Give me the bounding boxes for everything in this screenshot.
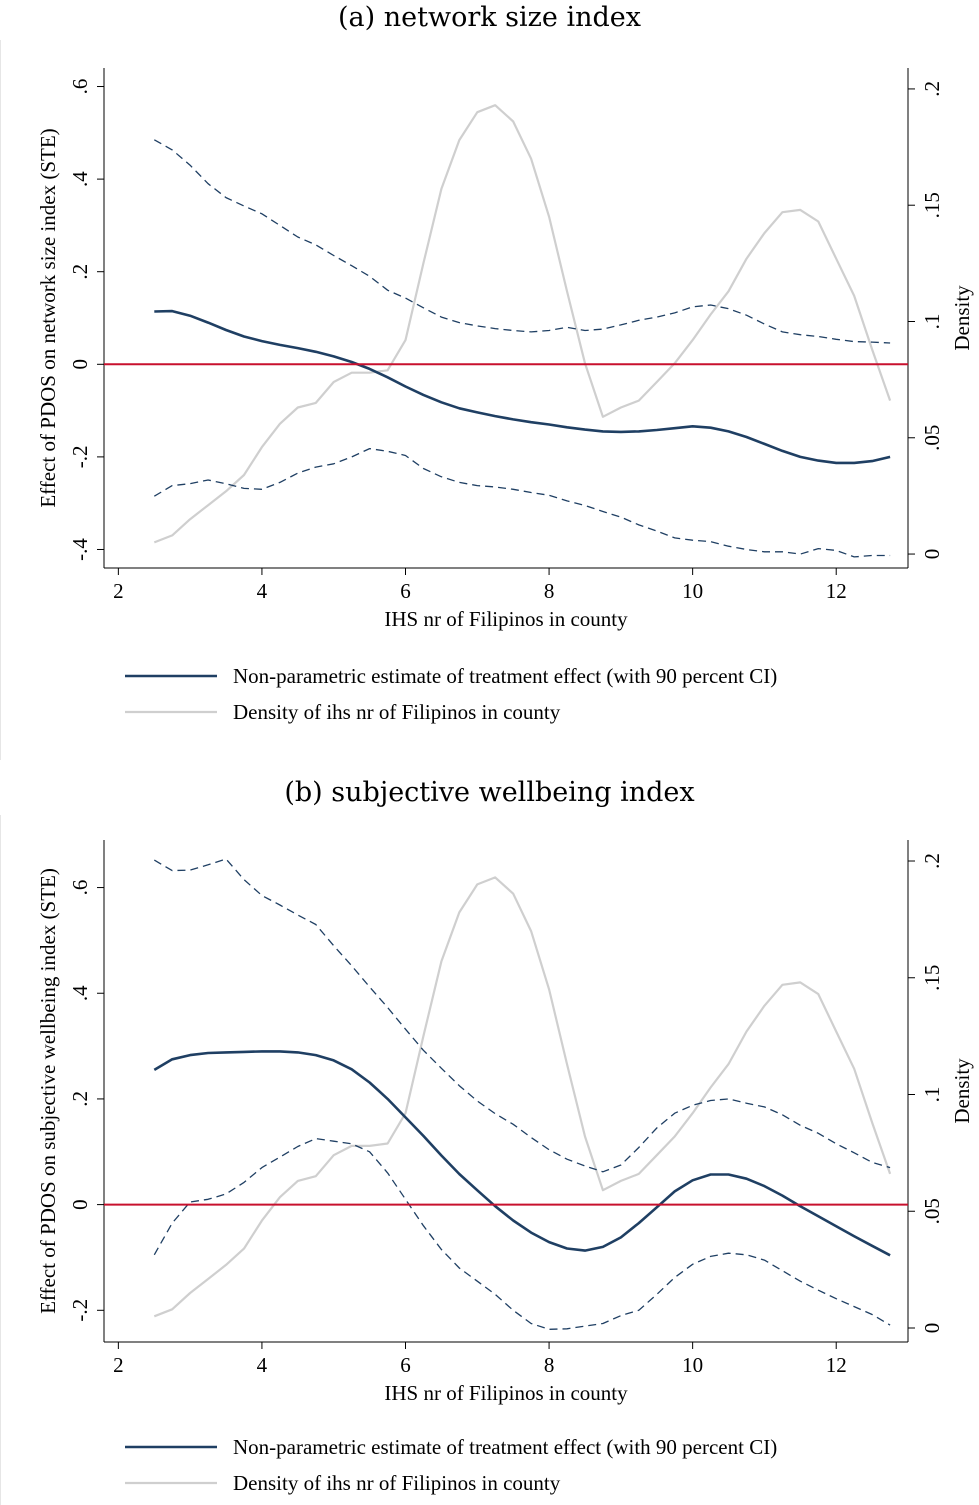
x-tick-label: 12 bbox=[826, 1353, 847, 1377]
y2-tick-label: 0 bbox=[920, 549, 944, 560]
y-tick-label: 0 bbox=[68, 1199, 92, 1210]
y-tick-label: .2 bbox=[68, 1091, 92, 1107]
y-tick-label: .4 bbox=[68, 171, 92, 187]
legend-label: Density of ihs nr of Filipinos in county bbox=[233, 700, 561, 724]
x-axis-title: IHS nr of Filipinos in county bbox=[384, 607, 628, 631]
estimate-line bbox=[154, 309, 891, 465]
y-tick-label: -.4 bbox=[68, 538, 92, 561]
lower-ci-line bbox=[153, 447, 891, 558]
chart-plot-area: 2 4 6 8 10 12 -.4 -.2 0 .2 .4 .6 0 .05 .1 .15 .2 Effect o… bbox=[36, 68, 974, 724]
y2-tick-label: .05 bbox=[920, 1198, 944, 1224]
figure-border bbox=[0, 40, 7, 760]
chart-panel-network-size: (a) network size index 2 4 6 8 10 12 -.4 -.2 0 .2… bbox=[0, 2, 974, 760]
y2-tick-label: .2 bbox=[920, 81, 944, 97]
y2-tick-label: .15 bbox=[920, 965, 944, 991]
upper-ci-line bbox=[153, 858, 891, 1173]
density-line bbox=[153, 104, 892, 544]
chart-title: (a) network size index bbox=[338, 2, 641, 33]
y2-tick-label: .2 bbox=[920, 853, 944, 869]
y-axis-title: Effect of PDOS on subjective wellbeing i… bbox=[36, 868, 60, 1314]
x-tick-label: 12 bbox=[826, 579, 847, 603]
y-tick-label: 0 bbox=[68, 359, 92, 370]
chart-title: (b) subjective wellbeing index bbox=[284, 777, 695, 808]
figure-border bbox=[0, 815, 7, 1505]
y2-tick-label: 0 bbox=[920, 1323, 944, 1334]
x-tick-label: 10 bbox=[682, 1353, 703, 1377]
y2-axis-title: Density bbox=[950, 1058, 974, 1124]
x-tick-label: 4 bbox=[257, 1353, 268, 1377]
chart-panel-subjective-wellbeing: (b) subjective wellbeing index 2 4 6 8 10 12 -… bbox=[0, 775, 979, 1505]
y2-tick-label: .15 bbox=[920, 192, 944, 218]
y-axis-title: Effect of PDOS on network size index (ST… bbox=[36, 128, 60, 507]
y2-tick-label: .1 bbox=[920, 1087, 944, 1103]
x-tick-label: 6 bbox=[400, 579, 411, 603]
y2-axis-title: Density bbox=[950, 285, 974, 351]
y-tick-label: .6 bbox=[68, 79, 92, 95]
chart-plot-area: 2 4 6 8 10 12 -.2 0 .2 .4 .6 0 .05 .1 .15 .2 Effect of P… bbox=[36, 840, 974, 1495]
x-tick-label: 6 bbox=[400, 1353, 411, 1377]
legend-label: Non-parametric estimate of treatment eff… bbox=[233, 1435, 777, 1459]
x-tick-label: 2 bbox=[113, 1353, 124, 1377]
x-tick-label: 10 bbox=[682, 579, 703, 603]
upper-ci-line bbox=[153, 139, 891, 344]
x-tick-label: 4 bbox=[257, 579, 268, 603]
x-tick-label: 8 bbox=[544, 1353, 555, 1377]
estimate-line bbox=[153, 1050, 891, 1257]
density-line bbox=[153, 876, 892, 1318]
x-tick-label: 8 bbox=[544, 579, 555, 603]
legend-label: Non-parametric estimate of treatment eff… bbox=[233, 664, 777, 688]
y-tick-label: -.2 bbox=[68, 446, 92, 469]
y-tick-label: .2 bbox=[68, 264, 92, 280]
x-axis-title: IHS nr of Filipinos in county bbox=[384, 1381, 628, 1405]
y-tick-label: .4 bbox=[68, 985, 92, 1001]
y2-tick-label: .05 bbox=[920, 425, 944, 451]
y2-tick-label: .1 bbox=[920, 314, 944, 330]
x-tick-label: 2 bbox=[113, 579, 124, 603]
lower-ci-line bbox=[153, 1137, 891, 1330]
legend-label: Density of ihs nr of Filipinos in county bbox=[233, 1471, 561, 1495]
y-tick-label: .6 bbox=[68, 880, 92, 896]
y-tick-label: -.2 bbox=[68, 1299, 92, 1322]
